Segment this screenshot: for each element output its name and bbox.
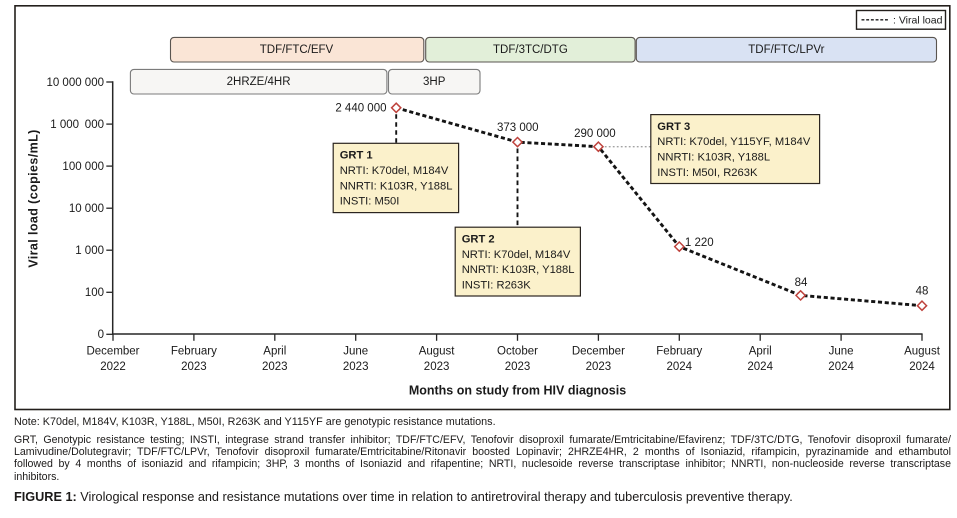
svg-text:December: December <box>572 346 625 358</box>
svg-text:NRTI: K70del, M184V: NRTI: K70del, M184V <box>462 249 571 261</box>
svg-text:2 440 000: 2 440 000 <box>335 102 386 114</box>
svg-text:GRT 2: GRT 2 <box>462 233 495 245</box>
svg-text:TDF/FTC/LPVr: TDF/FTC/LPVr <box>748 44 824 56</box>
svg-text:: Viral load: : Viral load <box>893 14 943 26</box>
svg-text:48: 48 <box>916 286 929 298</box>
svg-text:373 000: 373 000 <box>497 122 539 134</box>
svg-text:0: 0 <box>98 329 104 341</box>
svg-text:TDF/FTC/EFV: TDF/FTC/EFV <box>260 44 334 56</box>
svg-text:84: 84 <box>795 277 808 289</box>
svg-text:1 220: 1 220 <box>685 237 714 249</box>
svg-text:2022: 2022 <box>100 361 126 373</box>
svg-text:INSTI: R263K: INSTI: R263K <box>462 280 532 292</box>
svg-text:June: June <box>829 346 854 358</box>
svg-text:February: February <box>171 346 217 358</box>
svg-text:August: August <box>419 346 456 358</box>
svg-text:NNRTI: K103R, Y188L: NNRTI: K103R, Y188L <box>340 180 453 192</box>
svg-text:GRT 3: GRT 3 <box>657 121 690 133</box>
svg-text:NRTI: K70del, Y115YF, M184V: NRTI: K70del, Y115YF, M184V <box>657 136 811 148</box>
svg-text:April: April <box>263 346 286 358</box>
svg-text:1 000 000: 1 000 000 <box>50 119 104 131</box>
svg-text:3HP: 3HP <box>423 76 446 88</box>
svg-text:290 000: 290 000 <box>574 128 616 140</box>
svg-text:NNRTI: K103R, Y188L: NNRTI: K103R, Y188L <box>462 264 575 276</box>
svg-text:TDF/3TC/DTG: TDF/3TC/DTG <box>493 44 568 56</box>
svg-text:2HRZE/4HR: 2HRZE/4HR <box>227 76 291 88</box>
svg-text:2024: 2024 <box>747 361 773 373</box>
svg-text:2024: 2024 <box>909 361 935 373</box>
svg-text:Viral load (copies/mL): Viral load (copies/mL) <box>27 129 41 267</box>
svg-text:INSTI: M50I, R263K: INSTI: M50I, R263K <box>657 167 758 179</box>
svg-text:2023: 2023 <box>181 361 207 373</box>
svg-text:June: June <box>343 346 368 358</box>
svg-text:April: April <box>749 346 772 358</box>
svg-text:2023: 2023 <box>586 361 612 373</box>
svg-text:100: 100 <box>85 287 104 299</box>
svg-text:2023: 2023 <box>343 361 369 373</box>
svg-text:INSTI: M50I: INSTI: M50I <box>340 196 400 208</box>
svg-text:2023: 2023 <box>424 361 450 373</box>
svg-text:10 000: 10 000 <box>69 203 104 215</box>
svg-text:2023: 2023 <box>262 361 288 373</box>
svg-text:100 000: 100 000 <box>62 161 104 173</box>
svg-text:Months on study from HIV diagn: Months on study from HIV diagnosis <box>409 383 626 397</box>
svg-text:GRT 1: GRT 1 <box>340 150 373 162</box>
svg-text:August: August <box>904 346 941 358</box>
svg-text:December: December <box>86 346 139 358</box>
svg-text:2023: 2023 <box>505 361 531 373</box>
svg-text:NRTI: K70del, M184V: NRTI: K70del, M184V <box>340 165 449 177</box>
svg-text:2024: 2024 <box>828 361 854 373</box>
svg-text:February: February <box>656 346 702 358</box>
svg-text:1 000: 1 000 <box>75 245 104 257</box>
svg-text:October: October <box>497 346 538 358</box>
svg-text:2024: 2024 <box>667 361 693 373</box>
svg-text:NNRTI: K103R, Y188L: NNRTI: K103R, Y188L <box>657 152 770 164</box>
svg-text:10 000 000: 10 000 000 <box>46 77 104 89</box>
